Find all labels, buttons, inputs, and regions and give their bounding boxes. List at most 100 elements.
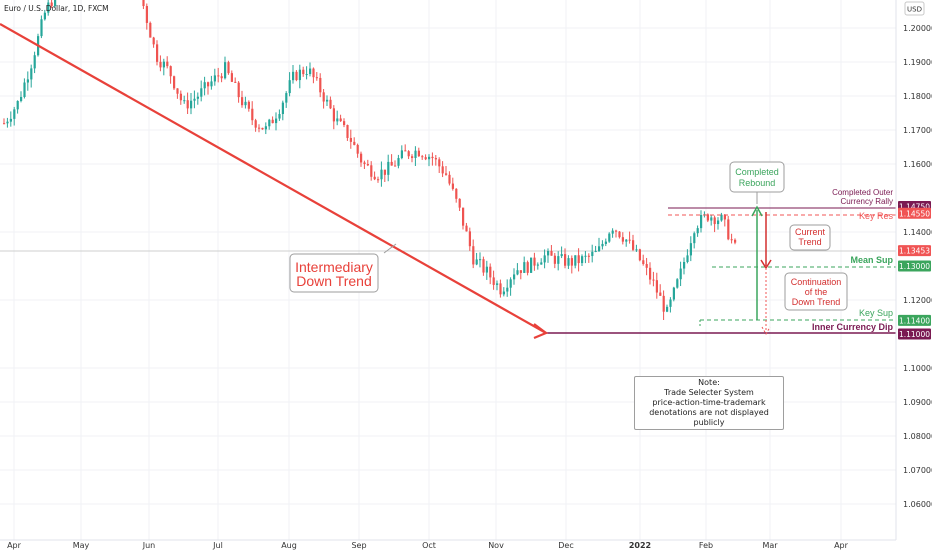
- candle-body: [217, 75, 220, 77]
- candle-body: [676, 279, 679, 288]
- rebound-callout-box: [729, 161, 785, 193]
- candle-body: [438, 159, 441, 167]
- candle-body: [543, 255, 546, 263]
- continuation-label-1: Continuation: [791, 277, 842, 287]
- current-trend-label-1: Current: [795, 227, 826, 237]
- candle-body: [540, 262, 543, 265]
- candle-body: [465, 225, 468, 232]
- trend-line-group: [0, 23, 549, 340]
- candle-body: [553, 255, 556, 264]
- trend-label-2: Down Trend: [296, 273, 371, 289]
- candle-body: [244, 101, 247, 106]
- candle-body: [625, 239, 628, 242]
- candle-body: [608, 233, 611, 242]
- candle-body: [642, 260, 645, 265]
- price-tick: 1.17000: [903, 126, 932, 135]
- candle-body: [570, 258, 573, 266]
- candle-body: [727, 219, 730, 240]
- candle-body: [567, 258, 570, 266]
- note-line-2: Trade Selecter System: [664, 388, 754, 397]
- candle-body: [417, 150, 420, 157]
- candle-body: [604, 241, 607, 244]
- candle-body: [251, 108, 254, 121]
- rebound-label-2: Rebound: [739, 178, 776, 188]
- candle-body: [220, 76, 223, 79]
- candle-body: [200, 88, 203, 97]
- candle-body: [302, 69, 305, 75]
- price-tick: 1.16000: [903, 160, 932, 169]
- candle-body: [598, 246, 601, 251]
- candle-body: [176, 88, 179, 94]
- time-axis[interactable]: Apr May Jun Jul Aug Sep Oct Nov Dec 2022 Feb Mar Apr: [0, 539, 896, 550]
- candle-body: [472, 246, 475, 265]
- trend-callout-box: [289, 253, 379, 293]
- candle-body: [16, 100, 19, 110]
- candle-body: [390, 161, 393, 166]
- price-label: 1.14750: [899, 203, 930, 212]
- candle-body: [530, 257, 533, 273]
- trend-label-1: Intermediary: [295, 259, 373, 275]
- price-label: 1.11400: [899, 316, 930, 325]
- candle-body: [336, 118, 339, 122]
- candle-body: [489, 266, 492, 278]
- price-label-bg: [898, 260, 931, 272]
- candle-body: [482, 259, 485, 273]
- price-tick: 1.19000: [903, 58, 932, 67]
- candle-body: [169, 66, 172, 77]
- candle-body: [496, 283, 499, 285]
- time-tick: Feb: [699, 541, 713, 550]
- time-tick: Apr: [834, 541, 849, 550]
- candle-body: [309, 68, 312, 75]
- candle-body: [213, 75, 216, 82]
- candle-body: [533, 257, 536, 266]
- candle-body: [254, 120, 257, 128]
- candle-body: [349, 137, 352, 142]
- price-axis[interactable]: 1.20000 1.19000 1.18000 1.17000 1.16000 1.140…: [895, 0, 932, 550]
- candle-body: [193, 98, 196, 101]
- candle-body: [247, 101, 250, 109]
- candle-body: [346, 125, 349, 138]
- candle-body: [33, 55, 36, 69]
- candle-body: [513, 274, 516, 280]
- candle-body: [659, 292, 662, 296]
- usd-button[interactable]: USD: [904, 1, 925, 16]
- candle-body: [275, 118, 278, 124]
- candle-body: [706, 214, 709, 221]
- candle-body: [516, 270, 519, 275]
- candle-body: [315, 77, 318, 79]
- candle-body: [281, 102, 284, 115]
- candle-body: [662, 295, 665, 312]
- candle-body: [210, 81, 213, 87]
- candle-body: [696, 228, 699, 234]
- candle-body: [305, 74, 308, 76]
- candle-body: [611, 230, 614, 234]
- candle-body: [404, 150, 407, 152]
- candle-body: [713, 217, 716, 225]
- candle-body: [360, 153, 363, 163]
- candle-body: [615, 230, 618, 232]
- candle-body: [594, 250, 597, 252]
- candle-body: [451, 183, 454, 189]
- callout-boxes: [289, 161, 848, 311]
- candle-body: [655, 280, 658, 293]
- time-tick: Aug: [281, 541, 297, 550]
- candle-body: [693, 233, 696, 244]
- candle-body: [601, 243, 604, 247]
- candle-body: [628, 239, 631, 241]
- candle-body: [322, 92, 325, 102]
- projection-arrows: [751, 192, 772, 336]
- candle-body: [720, 214, 723, 221]
- mean-sup-label: Mean Sup: [850, 255, 893, 265]
- candle-body: [54, 0, 57, 7]
- candle-body: [383, 169, 386, 175]
- candle-body: [278, 114, 281, 119]
- candle-body: [519, 270, 522, 273]
- candle-body: [686, 255, 689, 263]
- price-tick: 1.08000: [903, 432, 932, 441]
- candle-body: [312, 68, 315, 78]
- candle-body: [363, 162, 366, 165]
- usd-button-label: USD: [907, 6, 922, 14]
- candle-body: [162, 61, 165, 68]
- candle-body: [448, 174, 451, 184]
